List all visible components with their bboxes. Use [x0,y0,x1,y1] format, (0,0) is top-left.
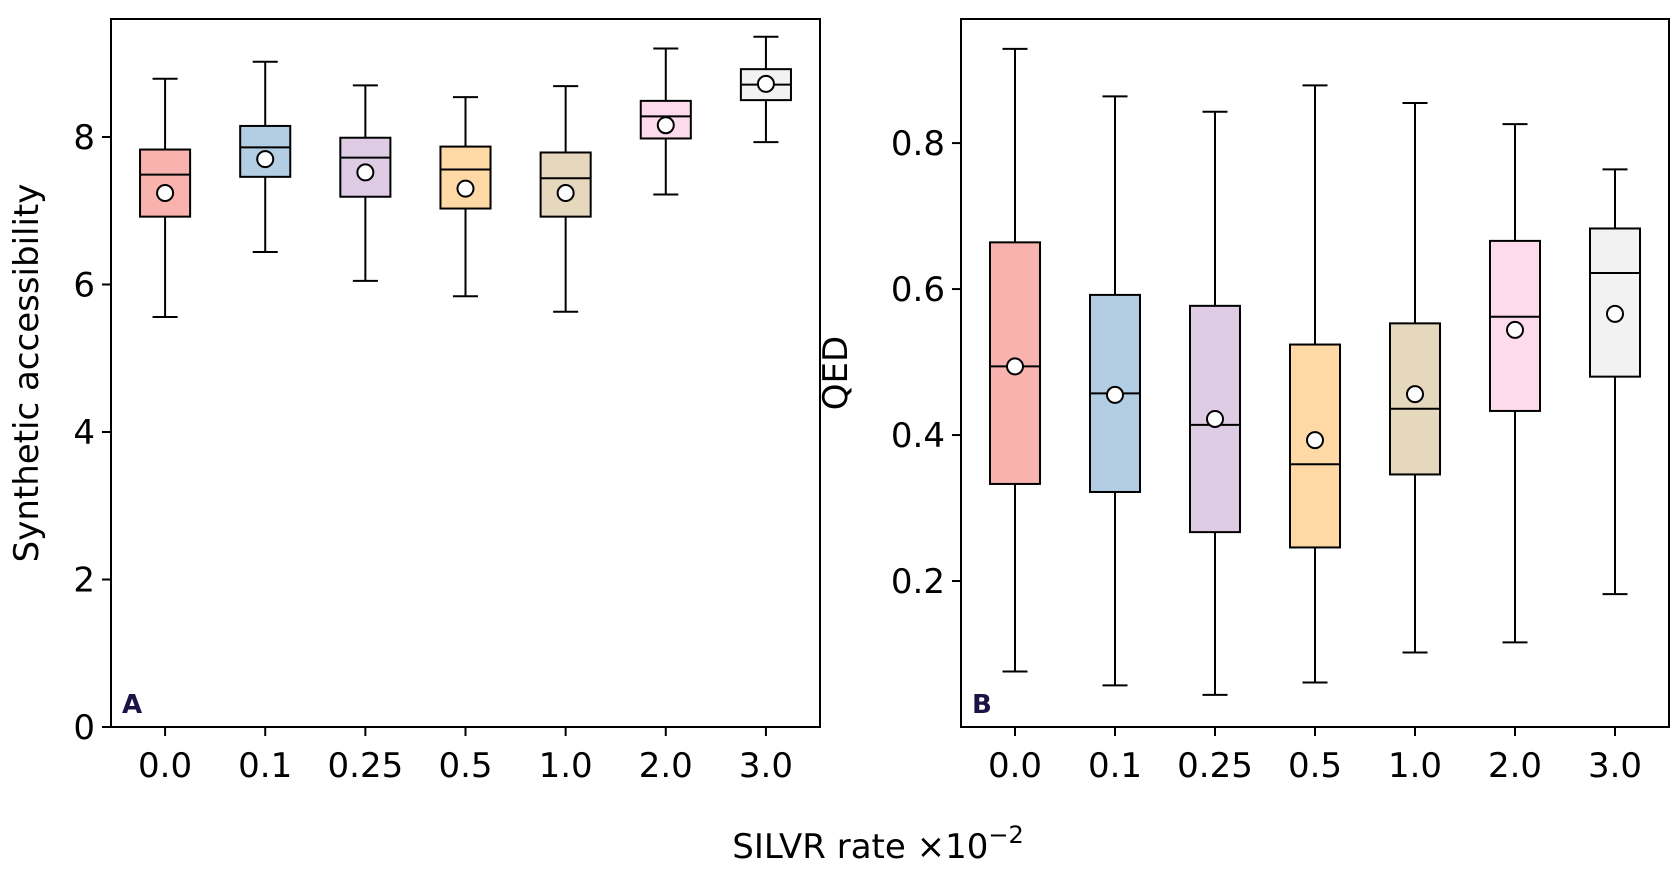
mean-marker [1206,409,1224,428]
mean-marker [1306,431,1324,450]
box-0.5 [439,96,492,298]
box-1.0 [1389,101,1441,654]
x-tick-label: 0.0 [988,746,1042,786]
x-tick-label: 0.25 [1177,746,1253,786]
x-tick-label: 1.0 [1388,746,1442,786]
x-tick-label: 0.1 [1088,746,1142,786]
y-tick-label: 0.2 [891,562,945,602]
mean-marker [1006,357,1024,376]
box-3.0 [739,35,792,144]
x-tick-label: 1.0 [539,746,593,786]
mean-marker [356,163,375,182]
y-tick-label: 8 [73,118,95,158]
y-tick-label: 0 [73,708,95,748]
x-tick-label: 0.5 [438,746,492,786]
panel-a-plot: 0 2 4 6 8 Synthetic accessibility 0.0 0.1 0.25 0.… [7,18,821,786]
y-tick-label: 6 [73,266,95,306]
box-0.0 [139,77,192,318]
box-iqr [1589,227,1641,378]
y-tick-label: 4 [73,413,95,453]
panel-b-letter: B [972,690,992,720]
panel-a-letter: A [122,690,142,720]
y-tick-label: 0.8 [891,124,945,164]
x-tick-label: 3.0 [1588,746,1642,786]
x-tick-label: 0.5 [1288,746,1342,786]
box-0.5 [1289,84,1341,684]
x-axis-label-exponent: −2 [988,821,1023,849]
panel-b-plot: 0.2 0.4 0.6 0.8 QED 0.0 0.1 0.25 0.5 1.0 2.0 3.0 B [816,18,1670,786]
box-3.0 [1589,168,1641,596]
mean-marker [1406,385,1424,404]
box-0.0 [989,47,1041,673]
box-0.1 [1089,95,1141,687]
x-tick-label: 2.0 [1488,746,1542,786]
box-2.0 [1489,123,1541,644]
box-0.25 [339,84,392,282]
mean-marker [556,184,575,203]
y-tick-label: 0.6 [891,270,945,310]
mean-marker [456,179,475,198]
y-tick-label: 0.4 [891,416,945,456]
box-2.0 [639,47,692,196]
panel-b-y-axis-label: QED [816,336,856,410]
box-1.0 [539,85,592,313]
x-axis-label-text: SILVR rate ×10 [732,827,988,867]
mean-marker [756,74,775,93]
mean-marker [1106,385,1124,404]
x-tick-label: 0.0 [138,746,192,786]
box-0.25 [1189,110,1241,696]
mean-marker [256,150,275,169]
mean-marker [1506,320,1524,339]
mean-marker [1606,304,1624,323]
mean-marker [656,116,675,135]
x-tick-label: 0.25 [328,746,404,786]
box-iqr [139,148,192,218]
x-tick-label: 3.0 [739,746,793,786]
box-iqr [439,145,492,210]
mean-marker [156,184,175,203]
x-axis-label: SILVR rate ×10−2 [732,821,1024,867]
panel-a-y-axis-label: Synthetic accessibility [7,184,47,563]
box-0.1 [239,60,292,254]
x-tick-label: 2.0 [639,746,693,786]
x-tick-label: 0.1 [238,746,292,786]
y-tick-label: 2 [73,561,95,601]
